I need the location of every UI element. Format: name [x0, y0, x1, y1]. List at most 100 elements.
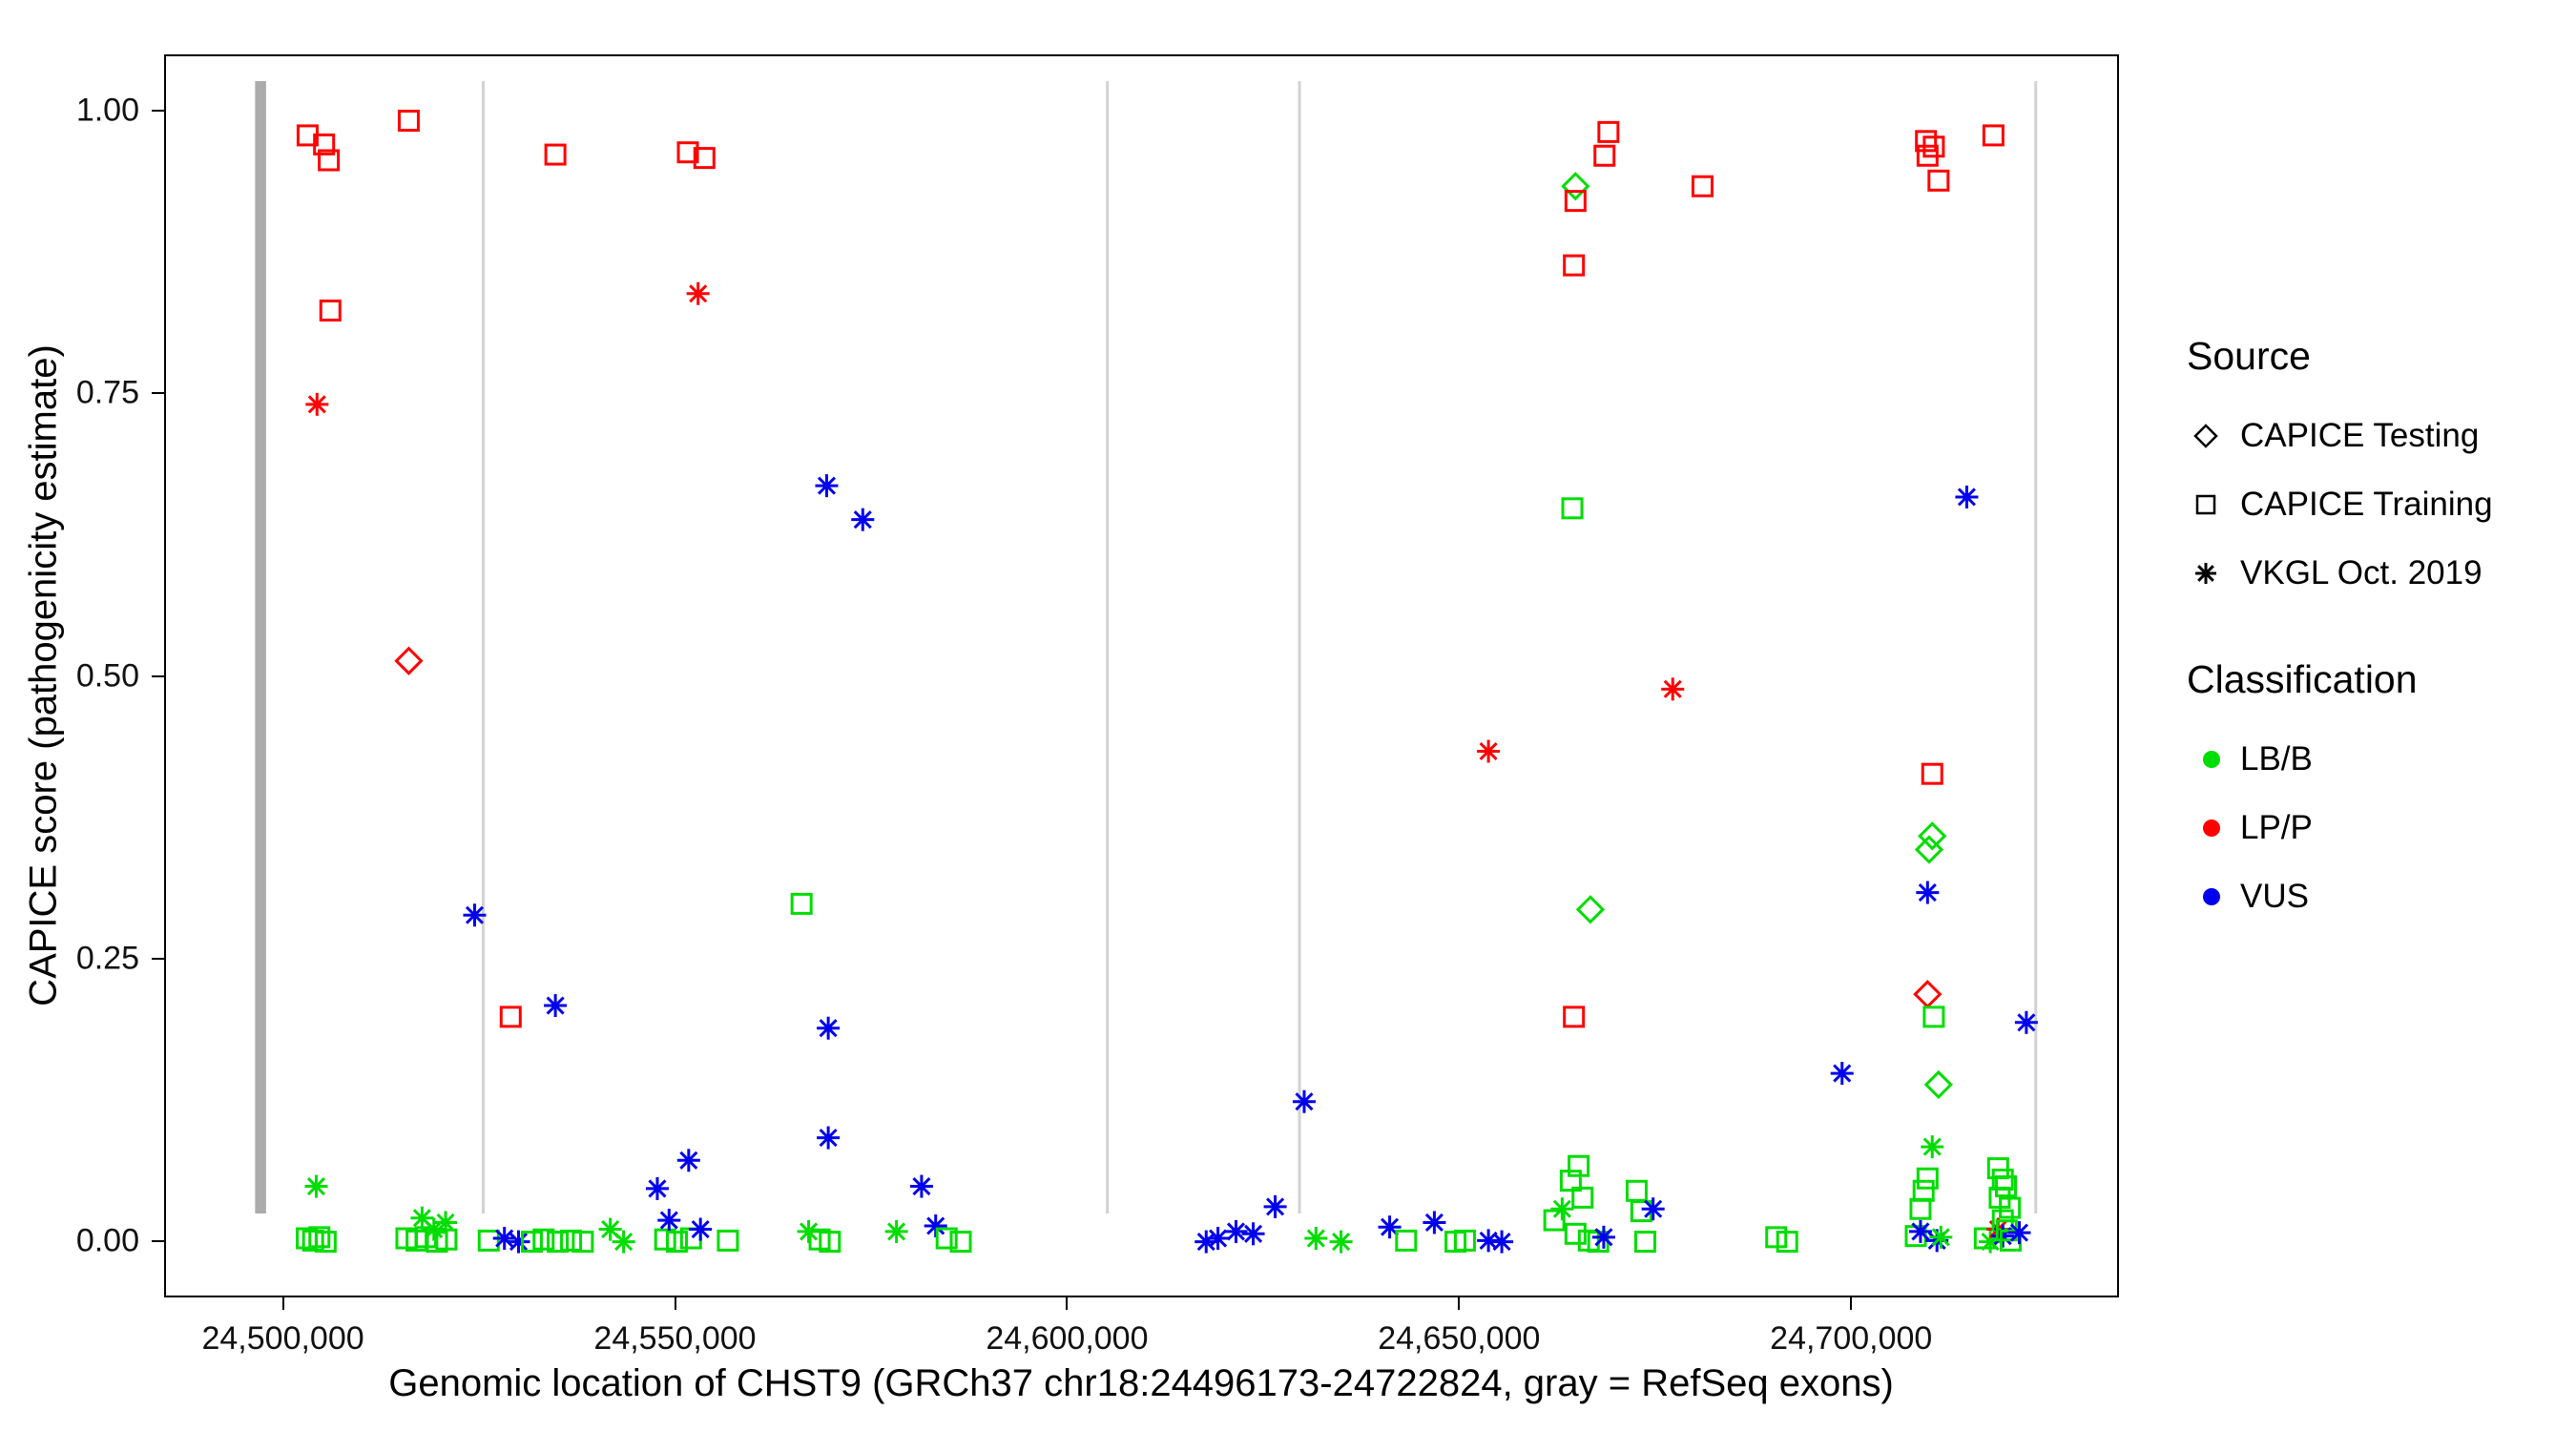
- data-point: [1918, 821, 1947, 851]
- data-point: [717, 1229, 739, 1252]
- data-point: [657, 1209, 681, 1233]
- data-point: [1922, 1006, 1945, 1028]
- data-point: [1986, 1157, 2009, 1180]
- data-point: [1922, 135, 1945, 158]
- y-tick-label: 0.75: [75, 374, 139, 411]
- data-point: [1563, 254, 1586, 277]
- data-point: [1915, 130, 1938, 153]
- data-point: [1490, 1230, 1514, 1254]
- data-point: [693, 147, 716, 170]
- data-point: [817, 1016, 841, 1040]
- data-point: [645, 1176, 669, 1200]
- legend-item-label: LP/P: [2240, 809, 2313, 846]
- data-point: [1568, 1154, 1590, 1177]
- data-point: [817, 1126, 841, 1150]
- data-point: [507, 1230, 530, 1254]
- y-tick-mark: [152, 674, 164, 677]
- data-point: [676, 1149, 700, 1172]
- legend: Source CAPICE Testing CAPICE Training: [2187, 334, 2568, 931]
- data-point: [1395, 1229, 1418, 1252]
- asterisk-icon: [2187, 554, 2225, 592]
- data-point: [924, 1214, 947, 1238]
- data-point: [1912, 1179, 1935, 1202]
- data-point: [1550, 1197, 1574, 1221]
- x-axis-title: Genomic location of CHST9 (GRCh37 chr18:…: [388, 1362, 1894, 1404]
- legend-item-capice-testing: CAPICE Testing: [2187, 402, 2568, 470]
- data-point: [1633, 1231, 1656, 1254]
- lpp-dot-icon: [2187, 809, 2225, 847]
- data-point: [571, 1231, 594, 1254]
- legend-classification-title: Classification: [2187, 657, 2418, 701]
- data-point: [1765, 1226, 1788, 1249]
- legend-spacer: [2187, 608, 2568, 657]
- data-point: [689, 1217, 713, 1241]
- data-point: [1477, 739, 1501, 763]
- data-point: [1691, 175, 1714, 197]
- data-point: [1597, 120, 1620, 143]
- data-point: [1591, 1225, 1615, 1249]
- x-tick-label: 24,700,000: [1770, 1320, 1933, 1357]
- data-point: [1913, 980, 1942, 1009]
- lbb-dot-icon: [2187, 740, 2225, 778]
- x-tick-label: 24,500,000: [201, 1320, 364, 1357]
- legend-item-label: VKGL Oct. 2019: [2240, 554, 2483, 591]
- data-point: [1909, 1197, 1932, 1220]
- data-point: [394, 646, 424, 675]
- data-point: [1991, 1224, 2015, 1248]
- data-point: [1563, 1006, 1586, 1028]
- data-point: [1929, 1225, 1953, 1249]
- data-point: [1559, 1170, 1582, 1192]
- data-point: [1999, 1196, 2022, 1219]
- data-point: [909, 1174, 933, 1198]
- y-tick-label: 0.50: [75, 657, 139, 694]
- data-point: [304, 1174, 328, 1198]
- exon-line: [2034, 81, 2038, 1213]
- data-point: [1292, 1089, 1316, 1113]
- data-point: [1995, 1175, 2018, 1198]
- data-point: [313, 133, 336, 156]
- data-point: [2007, 1221, 2031, 1245]
- data-point: [1543, 1209, 1566, 1232]
- data-point: [397, 110, 420, 133]
- plot-canvas: [255, 81, 2038, 1254]
- x-tick-mark: [1458, 1297, 1461, 1310]
- data-point: [1561, 172, 1590, 201]
- legend-item-label: CAPICE Testing: [2240, 417, 2480, 454]
- legend-item-label: VUS: [2240, 878, 2309, 915]
- data-point: [612, 1230, 635, 1254]
- data-point: [884, 1219, 908, 1243]
- data-point: [318, 149, 341, 172]
- data-point: [1263, 1194, 1287, 1218]
- exon-line: [1298, 81, 1301, 1213]
- data-point: [819, 1231, 841, 1254]
- data-point: [477, 1229, 500, 1252]
- data-point: [1453, 1229, 1476, 1252]
- data-point: [544, 994, 568, 1018]
- data-point: [851, 508, 875, 531]
- data-point: [492, 1227, 516, 1251]
- legend-item-label: LB/B: [2240, 740, 2313, 778]
- data-point: [1561, 497, 1584, 520]
- y-tick-label: 0.25: [75, 940, 139, 977]
- data-point: [434, 1211, 458, 1234]
- data-point: [463, 903, 487, 927]
- data-point: [1378, 1215, 1402, 1239]
- data-point: [797, 1219, 821, 1243]
- x-tick-mark: [674, 1297, 676, 1310]
- y-tick-mark: [152, 392, 164, 395]
- x-tick-label: 24,600,000: [986, 1320, 1149, 1357]
- data-point: [666, 1231, 689, 1254]
- exon-line: [482, 81, 486, 1213]
- data-point: [1206, 1227, 1230, 1251]
- data-point: [1329, 1230, 1353, 1254]
- y-tick-mark: [152, 110, 164, 113]
- data-point: [1571, 1186, 1594, 1209]
- vus-dot-icon: [2187, 878, 2225, 916]
- data-point: [1916, 881, 1940, 904]
- data-point: [1575, 895, 1606, 924]
- data-point: [686, 281, 710, 305]
- data-point: [935, 1227, 958, 1250]
- data-point: [520, 1231, 543, 1254]
- exon-line: [1106, 81, 1110, 1213]
